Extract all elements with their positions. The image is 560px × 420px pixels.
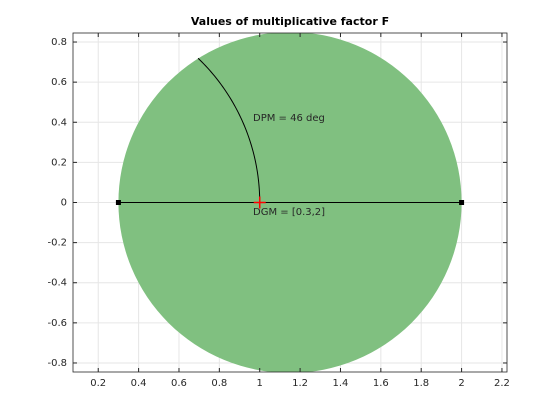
x-tick-label: 1.6	[373, 378, 389, 389]
x-tick-label: 0.8	[211, 378, 227, 389]
x-tick-label: 0.4	[131, 378, 147, 389]
y-tick-label: 0.8	[51, 37, 67, 48]
y-tick-label: -0.8	[47, 358, 67, 369]
plot-area	[115, 33, 465, 372]
y-tick-label: -0.2	[47, 238, 67, 249]
nominal-point	[253, 196, 266, 209]
x-tick-label: 0.6	[171, 378, 187, 389]
y-tick-label: 0.6	[51, 77, 67, 88]
x-tick-label: 1.4	[333, 378, 349, 389]
annotation: DGM = [0.3,2]	[253, 207, 325, 218]
annotation: DPM = 46 deg	[253, 113, 325, 124]
phase-arc	[197, 57, 261, 203]
y-tick-label: 0.2	[51, 157, 67, 168]
gain-end-marker	[459, 200, 465, 205]
chart-title: Values of multiplicative factor F	[191, 15, 389, 28]
y-tick-label: -0.6	[47, 318, 67, 329]
x-tick-label: 0.2	[90, 378, 106, 389]
y-tick-label: -0.4	[47, 278, 67, 289]
x-tick-label: 1.2	[292, 378, 308, 389]
y-tick-label: 0	[61, 198, 67, 209]
x-tick-label: 2.2	[494, 378, 510, 389]
x-tick-label: 1	[257, 378, 263, 389]
gain-end-marker	[115, 200, 121, 205]
x-tick-label: 2	[458, 378, 464, 389]
x-tick-label: 1.8	[413, 378, 429, 389]
y-tick-label: 0.4	[51, 117, 67, 128]
